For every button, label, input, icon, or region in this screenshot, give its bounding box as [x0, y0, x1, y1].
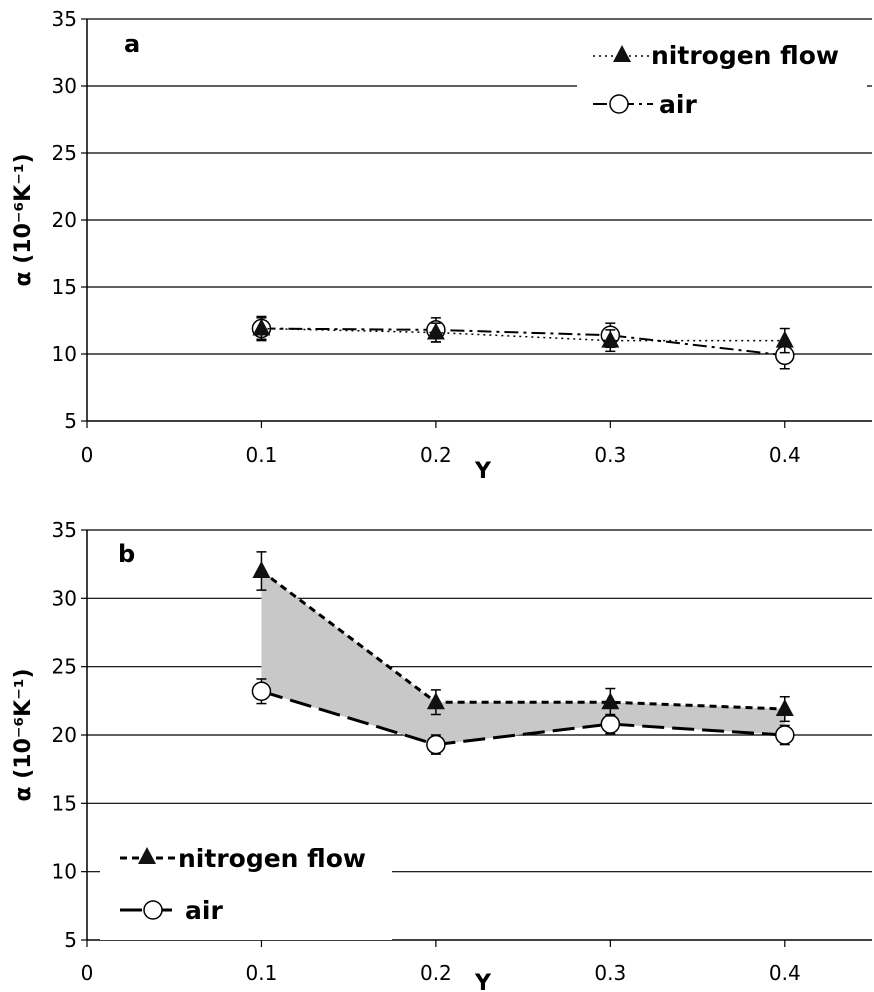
data-point-nitrogen-flow	[775, 699, 794, 717]
data-point-nitrogen-flow	[252, 561, 271, 578]
legend-marker-nitrogen-flow	[138, 847, 156, 864]
panel-label: b	[118, 540, 135, 568]
x-tick-label: 0	[81, 961, 94, 985]
y-tick-label: 10	[52, 860, 77, 884]
x-axis-label: Y	[474, 459, 492, 484]
data-point-air	[251, 681, 272, 702]
series-line-nitrogen-flow	[261, 327, 785, 342]
legend-label: air	[185, 896, 223, 925]
data-point-nitrogen-flow	[252, 318, 271, 336]
chart-panel-b: 5 10 15 20 25 30 35 0 0.1 0.2 0.3 0.4 Yα (10⁻⁶K⁻¹) b n…	[11, 518, 872, 992]
y-tick-label: 15	[52, 275, 77, 299]
x-tick-label: 0.4	[769, 961, 801, 985]
panel-label: a	[124, 30, 140, 58]
series-line-air	[261, 327, 785, 357]
y-tick-label: 35	[52, 518, 77, 542]
y-tick-label: 30	[52, 74, 77, 98]
data-point-nitrogen-flow	[775, 330, 794, 348]
data-point-air	[600, 714, 621, 734]
y-tick-label: 25	[52, 655, 77, 679]
data-point-air	[775, 725, 795, 745]
legend-marker-nitrogen-flow	[613, 45, 631, 62]
y-tick-label: 25	[52, 141, 77, 165]
series-line-nitrogen-flow	[260, 569, 785, 711]
y-tick-label: 20	[52, 723, 77, 747]
x-tick-label: 0.2	[420, 961, 452, 985]
legend-label: nitrogen flow	[178, 844, 366, 873]
y-tick-label: 35	[52, 7, 77, 31]
x-tick-label: 0.1	[246, 961, 278, 985]
series-line-air	[261, 689, 785, 747]
legend-label: air	[659, 90, 697, 119]
data-point-nitrogen-flow	[601, 330, 620, 348]
data-point-nitrogen-flow	[601, 692, 620, 710]
x-tick-label: 0.1	[246, 443, 278, 467]
data-point-nitrogen-flow	[426, 322, 445, 340]
legend-marker-air	[143, 900, 163, 920]
y-axis-label: α (10⁻⁶K⁻¹)	[11, 668, 36, 801]
legend-label: nitrogen flow	[651, 41, 839, 70]
y-tick-label: 10	[52, 342, 77, 366]
y-axis-label: α (10⁻⁶K⁻¹)	[11, 153, 36, 286]
y-tick-label: 15	[52, 791, 77, 815]
y-tick-label: 5	[64, 928, 77, 952]
y-tick-label: 20	[52, 208, 77, 232]
x-tick-label: 0.4	[769, 443, 801, 467]
x-tick-label: 0	[81, 443, 94, 467]
x-tick-label: 0.3	[594, 961, 626, 985]
x-axis-label: Y	[474, 971, 492, 992]
y-tick-label: 30	[52, 586, 77, 610]
data-point-nitrogen-flow	[426, 692, 445, 710]
x-tick-label: 0.2	[420, 443, 452, 467]
data-point-air	[426, 734, 446, 755]
legend-marker-air	[609, 94, 629, 114]
chart-panel-a: 5 10 15 20 25 30 35 0 0.1 0.2 0.3 0.4 Yα (10⁻⁶K⁻¹) a n…	[11, 7, 872, 484]
shaded-region	[261, 571, 785, 745]
y-tick-label: 5	[64, 409, 77, 433]
x-tick-label: 0.3	[594, 443, 626, 467]
